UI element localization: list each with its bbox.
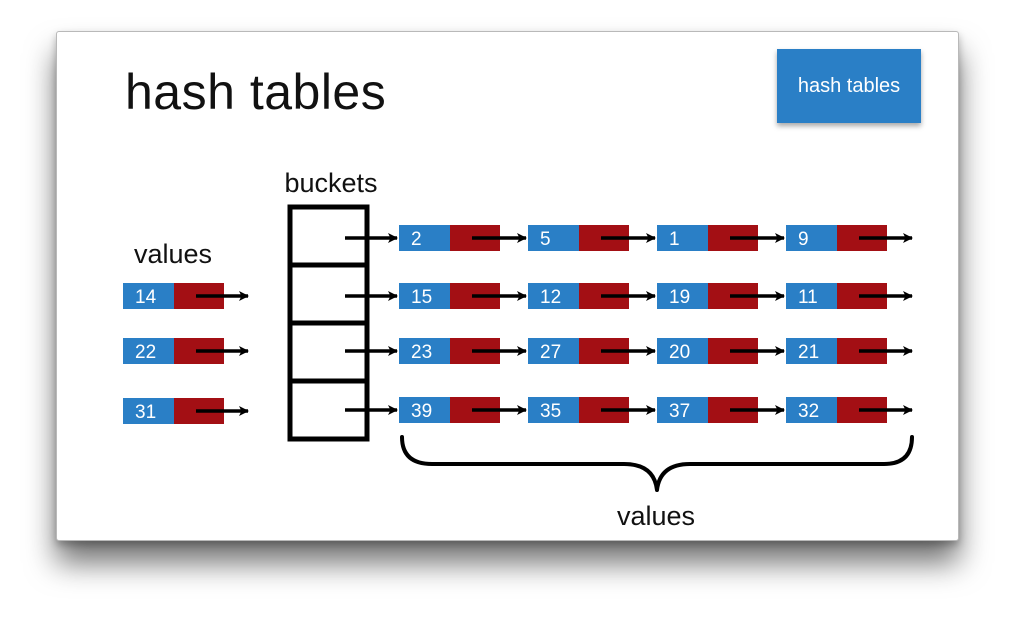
input-values: 14 22 31: [123, 283, 249, 424]
chain-node: 19: [657, 283, 758, 309]
node-value-cell: [528, 397, 579, 423]
node-value-cell: [123, 283, 174, 309]
node-value-cell: [657, 225, 708, 251]
chain-node: 20: [657, 338, 758, 364]
node-value-cell: [528, 283, 579, 309]
node-value-text: 32: [798, 401, 819, 422]
node-value-text: 1: [669, 229, 680, 250]
node-value-text: 39: [411, 401, 432, 422]
node-value-text: 35: [540, 401, 561, 422]
node-value-text: 15: [411, 287, 432, 308]
node-value-cell: [399, 397, 450, 423]
node-value-text: 11: [798, 287, 818, 308]
node-value-text: 2: [411, 229, 422, 250]
buckets-label: buckets: [284, 168, 377, 198]
chain-node: 35: [528, 397, 629, 423]
node-value-cell: [399, 225, 450, 251]
node-value-text: 21: [798, 342, 819, 363]
topic-badge[interactable]: hash tables: [777, 49, 921, 123]
values-label-bottom: values: [617, 501, 695, 531]
node-value-text: 5: [540, 229, 551, 250]
node-value-cell: [399, 338, 450, 364]
node-value-text: 9: [798, 229, 809, 250]
node-value-cell: [786, 338, 837, 364]
chain-node: 9: [786, 225, 887, 251]
node-value-cell: [786, 397, 837, 423]
node-value-text: 23: [411, 342, 432, 363]
node-value-cell: [528, 225, 579, 251]
node-value-text: 14: [135, 287, 157, 308]
node-value-text: 31: [135, 402, 156, 423]
node-value-cell: [657, 338, 708, 364]
node-value-text: 19: [669, 287, 690, 308]
node-value-cell: [786, 225, 837, 251]
node-value-text: 22: [135, 342, 156, 363]
values-brace: [400, 435, 914, 492]
node-value-cell: [657, 397, 708, 423]
input-value-node: 31: [123, 398, 224, 424]
values-label-left: values: [134, 239, 212, 269]
node-value-cell: [123, 338, 174, 364]
node-value-cell: [399, 283, 450, 309]
node-value-text: 20: [669, 342, 690, 363]
bucket-slot: [287, 204, 370, 268]
bucket-array: [287, 204, 370, 442]
node-value-cell: [123, 398, 174, 424]
node-value-text: 27: [540, 342, 561, 363]
node-value-text: 37: [669, 401, 690, 422]
node-value-cell: [786, 283, 837, 309]
node-value-text: 12: [540, 287, 561, 308]
bucket-slot: [287, 262, 370, 326]
slide-title: hash tables: [125, 64, 387, 120]
node-value-cell: [657, 283, 708, 309]
node-value-cell: [528, 338, 579, 364]
chain-node: 37: [657, 397, 758, 423]
